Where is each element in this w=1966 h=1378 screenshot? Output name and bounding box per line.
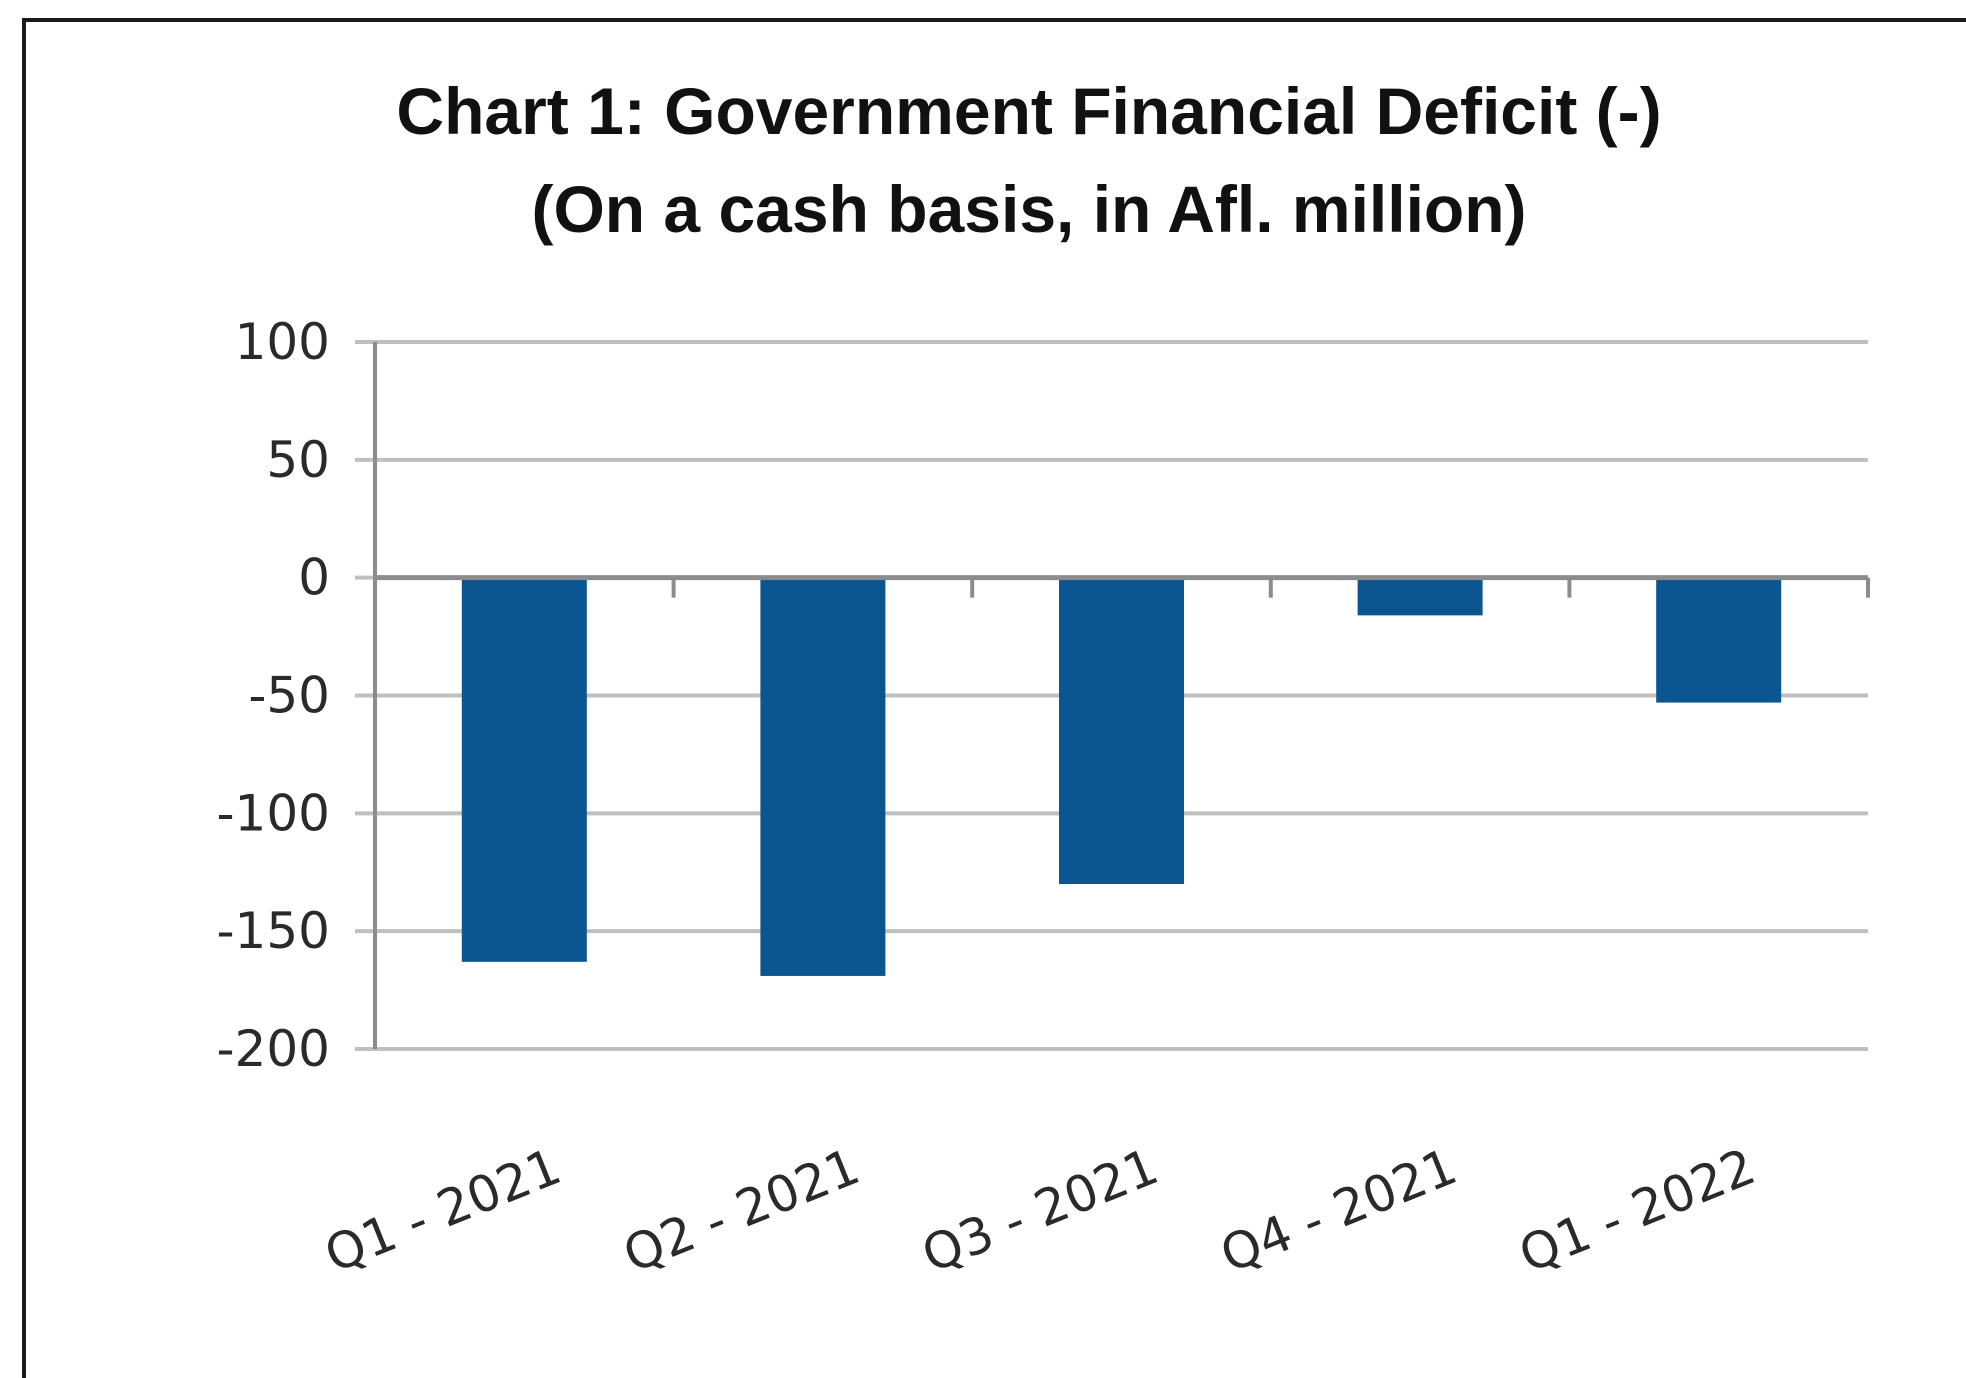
chart-title-block: Chart 1: Government Financial Deficit (-…: [0, 62, 1966, 258]
y-axis-tick-labels: 100 50 0 -50 -100 -150 -200: [217, 313, 330, 1078]
bar: [760, 577, 886, 976]
y-tick-label: 100: [235, 313, 330, 371]
y-tick-label: -150: [217, 902, 330, 960]
x-axis-tick-labels: Q1 - 2021 Q2 - 2021 Q3 - 2021 Q4 - 2021 Q1 -…: [317, 1137, 1763, 1284]
bar: [461, 577, 587, 962]
chart-title: Chart 1: Government Financial Deficit (-…: [396, 74, 1662, 148]
bar: [1656, 577, 1782, 703]
chart-subtitle: (On a cash basis, in Afl. million): [531, 172, 1527, 246]
bars: [461, 577, 1782, 976]
bar: [1357, 577, 1483, 616]
x-category-label: Q1 - 2021: [317, 1137, 569, 1284]
chart-frame: [22, 18, 1966, 1378]
y-tick-label: 50: [266, 431, 330, 489]
y-tick-label: -100: [217, 784, 330, 842]
axes: [373, 342, 1870, 1049]
y-tick-label: 0: [298, 549, 330, 607]
y-tick-label: -200: [217, 1020, 330, 1078]
x-category-label: Q2 - 2021: [615, 1137, 867, 1284]
x-category-label: Q3 - 2021: [914, 1137, 1166, 1284]
bar: [1059, 577, 1184, 885]
y-tick-label: -50: [248, 667, 330, 725]
x-category-label: Q4 - 2021: [1213, 1137, 1465, 1284]
x-category-label: Q1 - 2022: [1511, 1137, 1763, 1284]
